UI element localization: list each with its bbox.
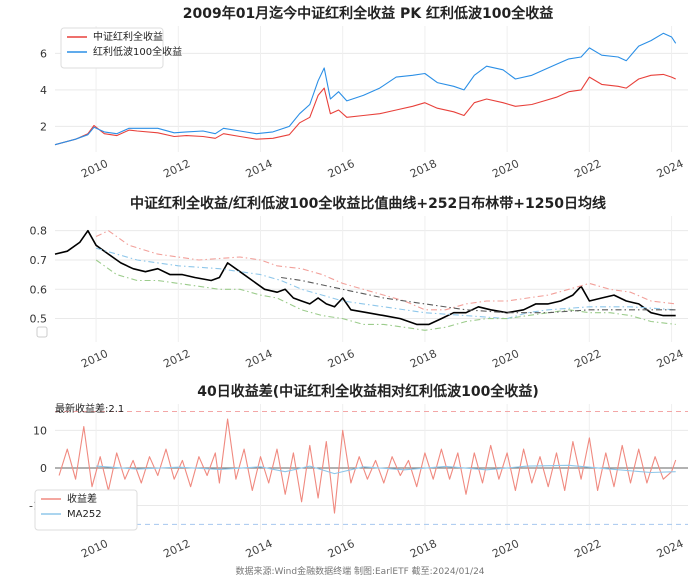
chart1-ytick-label-1: 4	[40, 84, 47, 97]
chart3-series-line-1	[96, 464, 676, 475]
chart1-series-line-1	[54, 32, 677, 146]
chart3-xtick-label-0: 2010	[79, 537, 110, 561]
chart1-series-line-0	[54, 73, 676, 146]
chart3-series-line-0	[58, 418, 677, 514]
chart1-ytick-label-0: 2	[40, 120, 47, 133]
chart1-xtick-label-7: 2024	[655, 157, 686, 181]
chart3-legend-label-1: MA252	[67, 509, 102, 520]
chart1-xtick-label-0: 2010	[79, 157, 110, 181]
chart2-ytick-label-1: 0.6	[30, 283, 48, 296]
chart3-plot-area: -1001020102012201420162018202020222024收益…	[29, 404, 688, 561]
chart3-xtick-label-1: 2012	[161, 537, 192, 561]
chart1-xtick-label-2: 2014	[244, 157, 275, 181]
chart1-ytick-label-2: 6	[40, 47, 47, 60]
chart3-ytick-label-2: 10	[33, 424, 47, 437]
chart2-series-line-0	[54, 229, 676, 326]
chart2-ytick-label-3: 0.8	[30, 225, 48, 238]
chart1-xtick-label-5: 2020	[490, 157, 521, 181]
chart2-plot-area: 0.5 0.6 0.7 0.8 2010 2012 2014 2016 2018 2020 2022…	[30, 216, 688, 371]
chart1-xtick-label-3: 2016	[326, 157, 357, 181]
chart3-xtick-label-5: 2020	[490, 537, 521, 561]
chart1-xtick-label-6: 2022	[572, 157, 603, 181]
chart3-ytick-label-1: 0	[40, 462, 47, 475]
chart3-xtick-label-7: 2024	[655, 537, 686, 561]
chart1-title: 2009年01月迄今中证红利全收益 PK 红利低波100全收益	[183, 5, 554, 22]
chart2-xtick-label-7: 2024	[655, 347, 686, 371]
chart2-xtick-label-6: 2022	[572, 347, 603, 371]
chart3-xtick-label-4: 2018	[408, 537, 439, 561]
chart2-series-line-2	[95, 230, 676, 311]
chart1-legend-label-1: 红利低波100全收益	[93, 45, 182, 58]
chart2-xtick-label-4: 2018	[408, 347, 439, 371]
chart2-legend	[36, 326, 48, 338]
chart3-xtick-label-6: 2022	[572, 537, 603, 561]
chart3-annotation-latest-diff: 最新收益差:2.1	[55, 402, 124, 415]
chart2-ytick-label-0: 0.5	[30, 313, 48, 326]
chart2-xtick-label-2: 2014	[244, 347, 275, 371]
chart1-legend-label-0: 中证红利全收益	[93, 30, 163, 43]
chart2-title: 中证红利全收益/红利低波100全收益比值曲线+252日布林带+1250日均线	[130, 195, 606, 212]
chart3-xtick-label-3: 2016	[326, 537, 357, 561]
chart2-series-line-4	[281, 276, 676, 314]
chart3-title: 40日收益差(中证红利全收益相对红利低波100全收益)	[197, 383, 539, 400]
chart2-series-line-1	[95, 247, 676, 320]
chart1-xtick-label-4: 2018	[408, 157, 439, 181]
chart3-legend	[34, 489, 138, 531]
chart2-xtick-label-3: 2016	[326, 347, 357, 371]
chart2-xtick-label-0: 2010	[79, 347, 110, 371]
chart1-plot-area: 2 4 6 2010 2012 2014 2016 2018 2020 2022 2024 中证红利全…	[40, 26, 688, 181]
footer-source-note: 数据来源:Wind金融数据终端 制图:EarlETF 截至:2024/01/24	[235, 565, 484, 577]
chart3-xtick-label-2: 2014	[244, 537, 275, 561]
chart1-xtick-label-1: 2012	[161, 157, 192, 181]
chart1-legend	[60, 27, 164, 69]
chart2-xtick-label-5: 2020	[490, 347, 521, 371]
chart2-xtick-label-1: 2012	[161, 347, 192, 371]
chart2-ytick-label-2: 0.7	[30, 254, 48, 267]
chart3-legend-label-0: 收益差	[67, 492, 97, 505]
chart2-series-line-3	[95, 259, 676, 331]
